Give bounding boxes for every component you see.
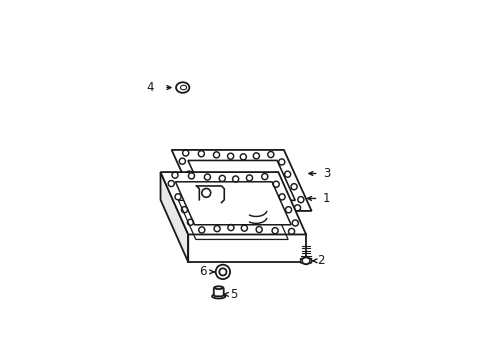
Polygon shape <box>171 150 311 211</box>
Text: 5: 5 <box>230 288 237 301</box>
Polygon shape <box>300 257 311 264</box>
Polygon shape <box>187 161 295 201</box>
Text: 2: 2 <box>317 254 325 267</box>
FancyBboxPatch shape <box>213 287 224 296</box>
Polygon shape <box>160 172 188 262</box>
Text: 1: 1 <box>323 192 330 205</box>
Ellipse shape <box>212 294 225 298</box>
Text: 6: 6 <box>199 265 206 278</box>
Ellipse shape <box>214 286 223 289</box>
Ellipse shape <box>176 82 189 93</box>
Text: 4: 4 <box>146 81 154 94</box>
Ellipse shape <box>180 85 186 90</box>
Polygon shape <box>160 172 305 234</box>
Text: 3: 3 <box>323 167 330 180</box>
Polygon shape <box>175 182 290 225</box>
